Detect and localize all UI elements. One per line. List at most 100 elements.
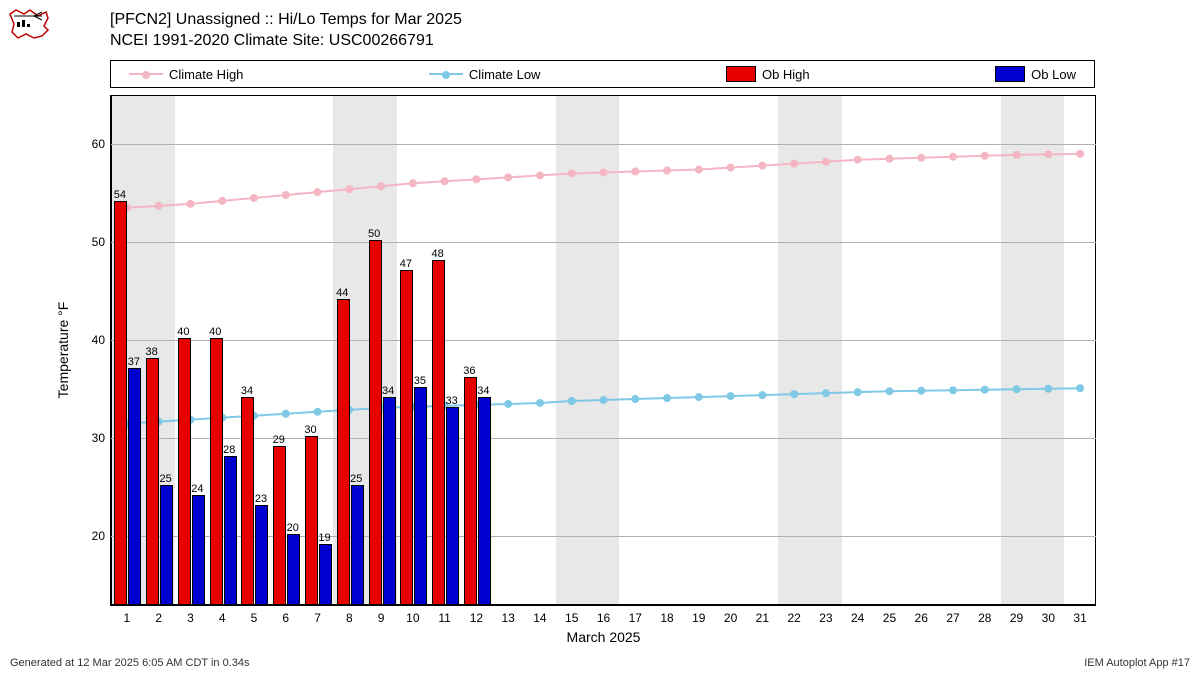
chart-plot-area: March 2025 20304050601234567891011121314…: [110, 95, 1096, 606]
y-tick-label: 40: [75, 333, 105, 347]
legend: Climate High Climate Low Ob High Ob Low: [110, 60, 1095, 88]
ob-high-bar: [369, 240, 382, 605]
x-tick-label: 27: [946, 611, 959, 625]
ob-high-label: 44: [330, 287, 354, 299]
x-tick-label: 9: [378, 611, 385, 625]
legend-climate-low-label: Climate Low: [469, 67, 541, 82]
ob-high-bar: [305, 436, 318, 605]
ob-low-label: 28: [217, 444, 241, 456]
ob-low-label: 33: [440, 395, 464, 407]
legend-climate-low: Climate Low: [429, 67, 541, 82]
x-tick-label: 1: [124, 611, 131, 625]
iem-logo: [8, 8, 50, 40]
ob-low-bar: [192, 495, 205, 605]
ob-high-label: 30: [299, 424, 323, 436]
ob-high-label: 36: [457, 365, 481, 377]
ob-low-label: 23: [249, 493, 273, 505]
x-tick-label: 30: [1042, 611, 1055, 625]
x-tick-label: 29: [1010, 611, 1023, 625]
x-tick-label: 28: [978, 611, 991, 625]
ob-low-bar: [351, 485, 364, 605]
ob-low-bar: [224, 456, 237, 605]
legend-ob-high: Ob High: [726, 66, 810, 82]
x-tick-label: 12: [470, 611, 483, 625]
y-tick-label: 50: [75, 235, 105, 249]
ob-high-bar: [114, 201, 127, 605]
x-tick-label: 18: [660, 611, 673, 625]
legend-ob-high-icon: [726, 66, 756, 82]
title-line-1: [PFCN2] Unassigned :: Hi/Lo Temps for Ma…: [110, 10, 462, 31]
x-tick-label: 23: [819, 611, 832, 625]
ob-high-label: 34: [235, 385, 259, 397]
ob-low-label: 19: [313, 532, 337, 544]
ob-high-label: 29: [267, 434, 291, 446]
x-tick-label: 22: [787, 611, 800, 625]
ob-low-label: 35: [408, 375, 432, 387]
x-tick-label: 7: [314, 611, 321, 625]
ob-high-bar: [400, 270, 413, 605]
x-tick-label: 16: [597, 611, 610, 625]
legend-ob-high-label: Ob High: [762, 67, 810, 82]
ob-low-bar: [414, 387, 427, 605]
ob-high-label: 40: [171, 326, 195, 338]
footer-app: IEM Autoplot App #17: [1084, 657, 1190, 669]
weekend-band: [556, 95, 620, 605]
y-tick-label: 30: [75, 431, 105, 445]
x-tick-label: 8: [346, 611, 353, 625]
ob-low-bar: [383, 397, 396, 605]
gridline: [111, 144, 1096, 145]
ob-low-label: 34: [471, 385, 495, 397]
ob-high-label: 40: [203, 326, 227, 338]
ob-low-label: 24: [185, 483, 209, 495]
y-tick-label: 60: [75, 137, 105, 151]
chart-title: [PFCN2] Unassigned :: Hi/Lo Temps for Ma…: [110, 10, 462, 52]
ob-low-bar: [319, 544, 332, 605]
x-tick-label: 14: [533, 611, 546, 625]
legend-climate-high-label: Climate High: [169, 67, 243, 82]
x-tick-label: 17: [629, 611, 642, 625]
ob-low-label: 25: [344, 473, 368, 485]
ob-low-label: 25: [154, 473, 178, 485]
ob-low-bar: [478, 397, 491, 605]
ob-high-label: 47: [394, 258, 418, 270]
ob-low-label: 20: [281, 522, 305, 534]
ob-low-bar: [446, 407, 459, 605]
x-tick-label: 26: [915, 611, 928, 625]
x-tick-label: 21: [756, 611, 769, 625]
ob-low-bar: [128, 368, 141, 605]
x-tick-label: 3: [187, 611, 194, 625]
ob-high-bar: [210, 338, 223, 605]
ob-low-bar: [255, 505, 268, 605]
gridline: [111, 340, 1096, 341]
ob-high-label: 50: [362, 228, 386, 240]
x-axis-label: March 2025: [567, 629, 641, 645]
x-tick-label: 20: [724, 611, 737, 625]
ob-high-bar: [178, 338, 191, 605]
weekend-band: [1001, 95, 1065, 605]
ob-high-bar: [337, 299, 350, 605]
x-tick-label: 6: [282, 611, 289, 625]
legend-ob-low-label: Ob Low: [1031, 67, 1076, 82]
gridline: [111, 242, 1096, 243]
ob-high-label: 48: [426, 248, 450, 260]
ob-high-bar: [432, 260, 445, 605]
footer-generated: Generated at 12 Mar 2025 6:05 AM CDT in …: [10, 657, 250, 669]
ob-high-label: 54: [108, 189, 132, 201]
legend-climate-high-icon: [129, 73, 163, 75]
x-tick-label: 5: [251, 611, 258, 625]
x-tick-label: 24: [851, 611, 864, 625]
y-tick-label: 20: [75, 529, 105, 543]
title-line-2: NCEI 1991-2020 Climate Site: USC00266791: [110, 31, 462, 52]
legend-ob-low: Ob Low: [995, 66, 1076, 82]
ob-high-bar: [464, 377, 477, 605]
x-tick-label: 11: [438, 611, 450, 625]
x-tick-label: 2: [155, 611, 162, 625]
x-tick-label: 10: [406, 611, 419, 625]
x-tick-label: 25: [883, 611, 896, 625]
x-tick-label: 31: [1073, 611, 1086, 625]
weekend-band: [778, 95, 842, 605]
x-tick-label: 19: [692, 611, 705, 625]
ob-low-label: 34: [376, 385, 400, 397]
legend-climate-high: Climate High: [129, 67, 243, 82]
ob-low-bar: [160, 485, 173, 605]
